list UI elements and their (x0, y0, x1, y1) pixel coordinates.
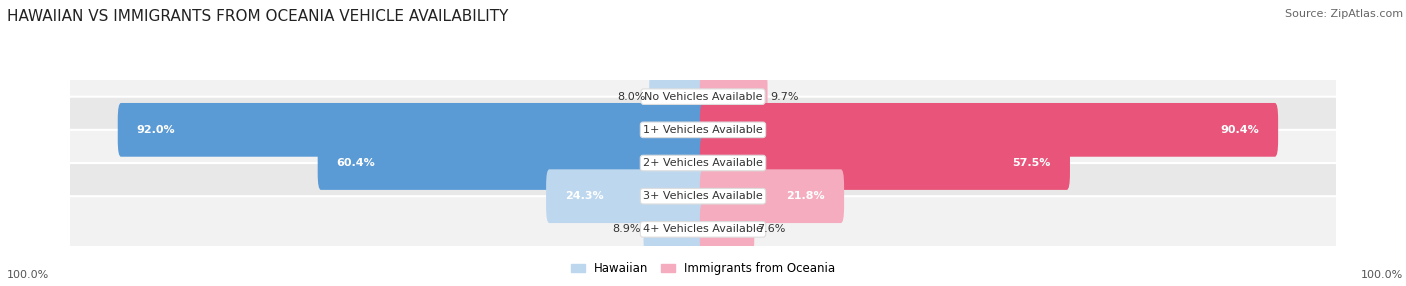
FancyBboxPatch shape (118, 103, 706, 157)
Text: 100.0%: 100.0% (7, 270, 49, 280)
Text: Source: ZipAtlas.com: Source: ZipAtlas.com (1285, 9, 1403, 19)
FancyBboxPatch shape (700, 202, 754, 256)
FancyBboxPatch shape (546, 169, 706, 223)
Text: 21.8%: 21.8% (786, 191, 825, 201)
Text: 7.6%: 7.6% (758, 225, 786, 234)
Text: 57.5%: 57.5% (1012, 158, 1052, 168)
Text: 8.9%: 8.9% (612, 225, 640, 234)
Text: 90.4%: 90.4% (1220, 125, 1260, 135)
Text: 2+ Vehicles Available: 2+ Vehicles Available (643, 158, 763, 168)
Text: HAWAIIAN VS IMMIGRANTS FROM OCEANIA VEHICLE AVAILABILITY: HAWAIIAN VS IMMIGRANTS FROM OCEANIA VEHI… (7, 9, 509, 23)
Legend: Hawaiian, Immigrants from Oceania: Hawaiian, Immigrants from Oceania (567, 258, 839, 280)
Text: 24.3%: 24.3% (565, 191, 603, 201)
Text: No Vehicles Available: No Vehicles Available (644, 92, 762, 102)
Text: 1+ Vehicles Available: 1+ Vehicles Available (643, 125, 763, 135)
FancyBboxPatch shape (700, 136, 1070, 190)
FancyBboxPatch shape (67, 163, 1339, 229)
FancyBboxPatch shape (700, 103, 1278, 157)
FancyBboxPatch shape (67, 97, 1339, 163)
Text: 3+ Vehicles Available: 3+ Vehicles Available (643, 191, 763, 201)
Text: 100.0%: 100.0% (1361, 270, 1403, 280)
FancyBboxPatch shape (67, 130, 1339, 196)
FancyBboxPatch shape (700, 70, 768, 124)
Text: 4+ Vehicles Available: 4+ Vehicles Available (643, 225, 763, 234)
FancyBboxPatch shape (318, 136, 706, 190)
FancyBboxPatch shape (67, 63, 1339, 130)
Text: 9.7%: 9.7% (770, 92, 799, 102)
Text: 8.0%: 8.0% (617, 92, 647, 102)
FancyBboxPatch shape (644, 202, 706, 256)
FancyBboxPatch shape (700, 169, 844, 223)
FancyBboxPatch shape (650, 70, 706, 124)
FancyBboxPatch shape (67, 196, 1339, 263)
Text: 60.4%: 60.4% (336, 158, 375, 168)
Text: 92.0%: 92.0% (136, 125, 176, 135)
